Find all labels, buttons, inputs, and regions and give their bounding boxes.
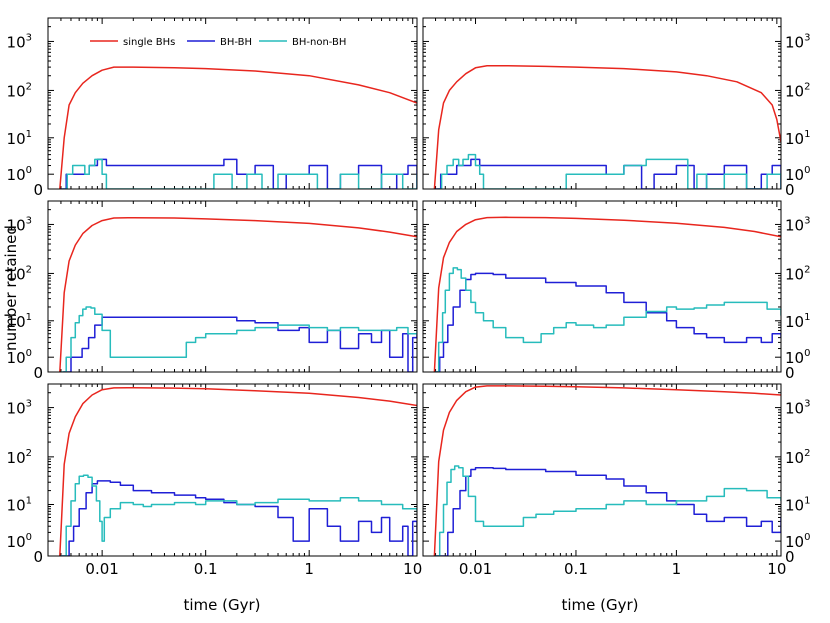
x-axis-label-left: time (Gyr) bbox=[183, 596, 260, 614]
series-line-bh-bh bbox=[435, 466, 781, 556]
y-tick-label: 103 bbox=[7, 32, 32, 51]
legend-label: BH-non-BH bbox=[292, 37, 346, 48]
y-tick-label: 101 bbox=[7, 495, 32, 514]
y-tick-label: 100 bbox=[7, 165, 32, 184]
panel-frame bbox=[47, 383, 418, 557]
y-tick-label: 103 bbox=[7, 215, 32, 234]
y-tick-label: 0 bbox=[785, 181, 795, 199]
y-tick-label: 100 bbox=[7, 348, 32, 367]
series-line-bh-bh bbox=[435, 272, 781, 372]
y-tick-label: 101 bbox=[7, 129, 32, 148]
y-tick-label: 101 bbox=[7, 312, 32, 331]
series-line-single-bhs bbox=[433, 216, 781, 372]
y-tick-label: 100 bbox=[7, 532, 32, 551]
series-line-single-bhs bbox=[59, 216, 417, 372]
x-tick-label: 0.01 bbox=[85, 560, 118, 578]
y-tick-label: 103 bbox=[785, 399, 810, 418]
y-tick-label: 102 bbox=[7, 81, 32, 100]
x-tick-label: 0.01 bbox=[459, 560, 492, 578]
series-line-bh-bh bbox=[63, 316, 417, 372]
y-tick-label: 0 bbox=[33, 181, 43, 199]
panel-frame bbox=[47, 17, 418, 190]
y-tick-label: 0 bbox=[785, 548, 795, 566]
x-tick-label: 10 bbox=[767, 560, 786, 578]
series-line-bh-non-bh bbox=[60, 306, 417, 372]
series-line-single-bhs bbox=[433, 385, 781, 556]
series-line-single-bhs bbox=[433, 64, 781, 189]
x-tick-label: 10 bbox=[403, 560, 422, 578]
series-line-bh-non-bh bbox=[437, 153, 781, 189]
y-tick-label: 102 bbox=[785, 81, 810, 100]
panel-frame bbox=[422, 383, 782, 557]
y-tick-label: 103 bbox=[785, 32, 810, 51]
y-tick-label: 0 bbox=[33, 364, 43, 382]
x-tick-label: 0.1 bbox=[564, 560, 588, 578]
panel-frame bbox=[47, 200, 418, 373]
series-line-bh-non-bh bbox=[60, 474, 417, 556]
series-line-single-bhs bbox=[59, 66, 417, 189]
legend-label: single BHs bbox=[123, 37, 175, 48]
y-tick-label: 101 bbox=[785, 312, 810, 331]
panel-frame bbox=[422, 17, 782, 190]
y-tick-label: 102 bbox=[7, 264, 32, 283]
y-tick-label: 100 bbox=[785, 532, 810, 551]
x-tick-label: 1 bbox=[672, 560, 682, 578]
y-tick-label: 101 bbox=[785, 129, 810, 148]
y-tick-label: 102 bbox=[785, 448, 810, 467]
x-axis-label-right: time (Gyr) bbox=[561, 596, 638, 614]
legend: single BHs BH-BH BH-non-BH bbox=[90, 37, 346, 48]
x-tick-label: 0.1 bbox=[194, 560, 218, 578]
y-tick-label: 0 bbox=[785, 364, 795, 382]
y-tick-label: 103 bbox=[785, 215, 810, 234]
y-tick-label: 101 bbox=[785, 495, 810, 514]
y-tick-label: 102 bbox=[7, 448, 32, 467]
y-axis-label: number retained bbox=[2, 225, 20, 351]
legend-label: BH-BH bbox=[220, 37, 252, 48]
series-line-bh-bh bbox=[60, 480, 417, 556]
y-tick-label: 100 bbox=[785, 348, 810, 367]
x-tick-label: 1 bbox=[304, 560, 314, 578]
y-tick-label: 100 bbox=[785, 165, 810, 184]
series-line-bh-non-bh bbox=[435, 267, 781, 372]
series-line-single-bhs bbox=[59, 386, 417, 556]
panel-frame bbox=[422, 200, 782, 373]
series-line-bh-non-bh bbox=[63, 158, 417, 189]
y-tick-label: 102 bbox=[785, 264, 810, 283]
y-tick-label: 0 bbox=[33, 548, 43, 566]
series-line-bh-non-bh bbox=[435, 465, 781, 556]
series-line-bh-bh bbox=[60, 158, 417, 189]
y-tick-label: 103 bbox=[7, 399, 32, 418]
